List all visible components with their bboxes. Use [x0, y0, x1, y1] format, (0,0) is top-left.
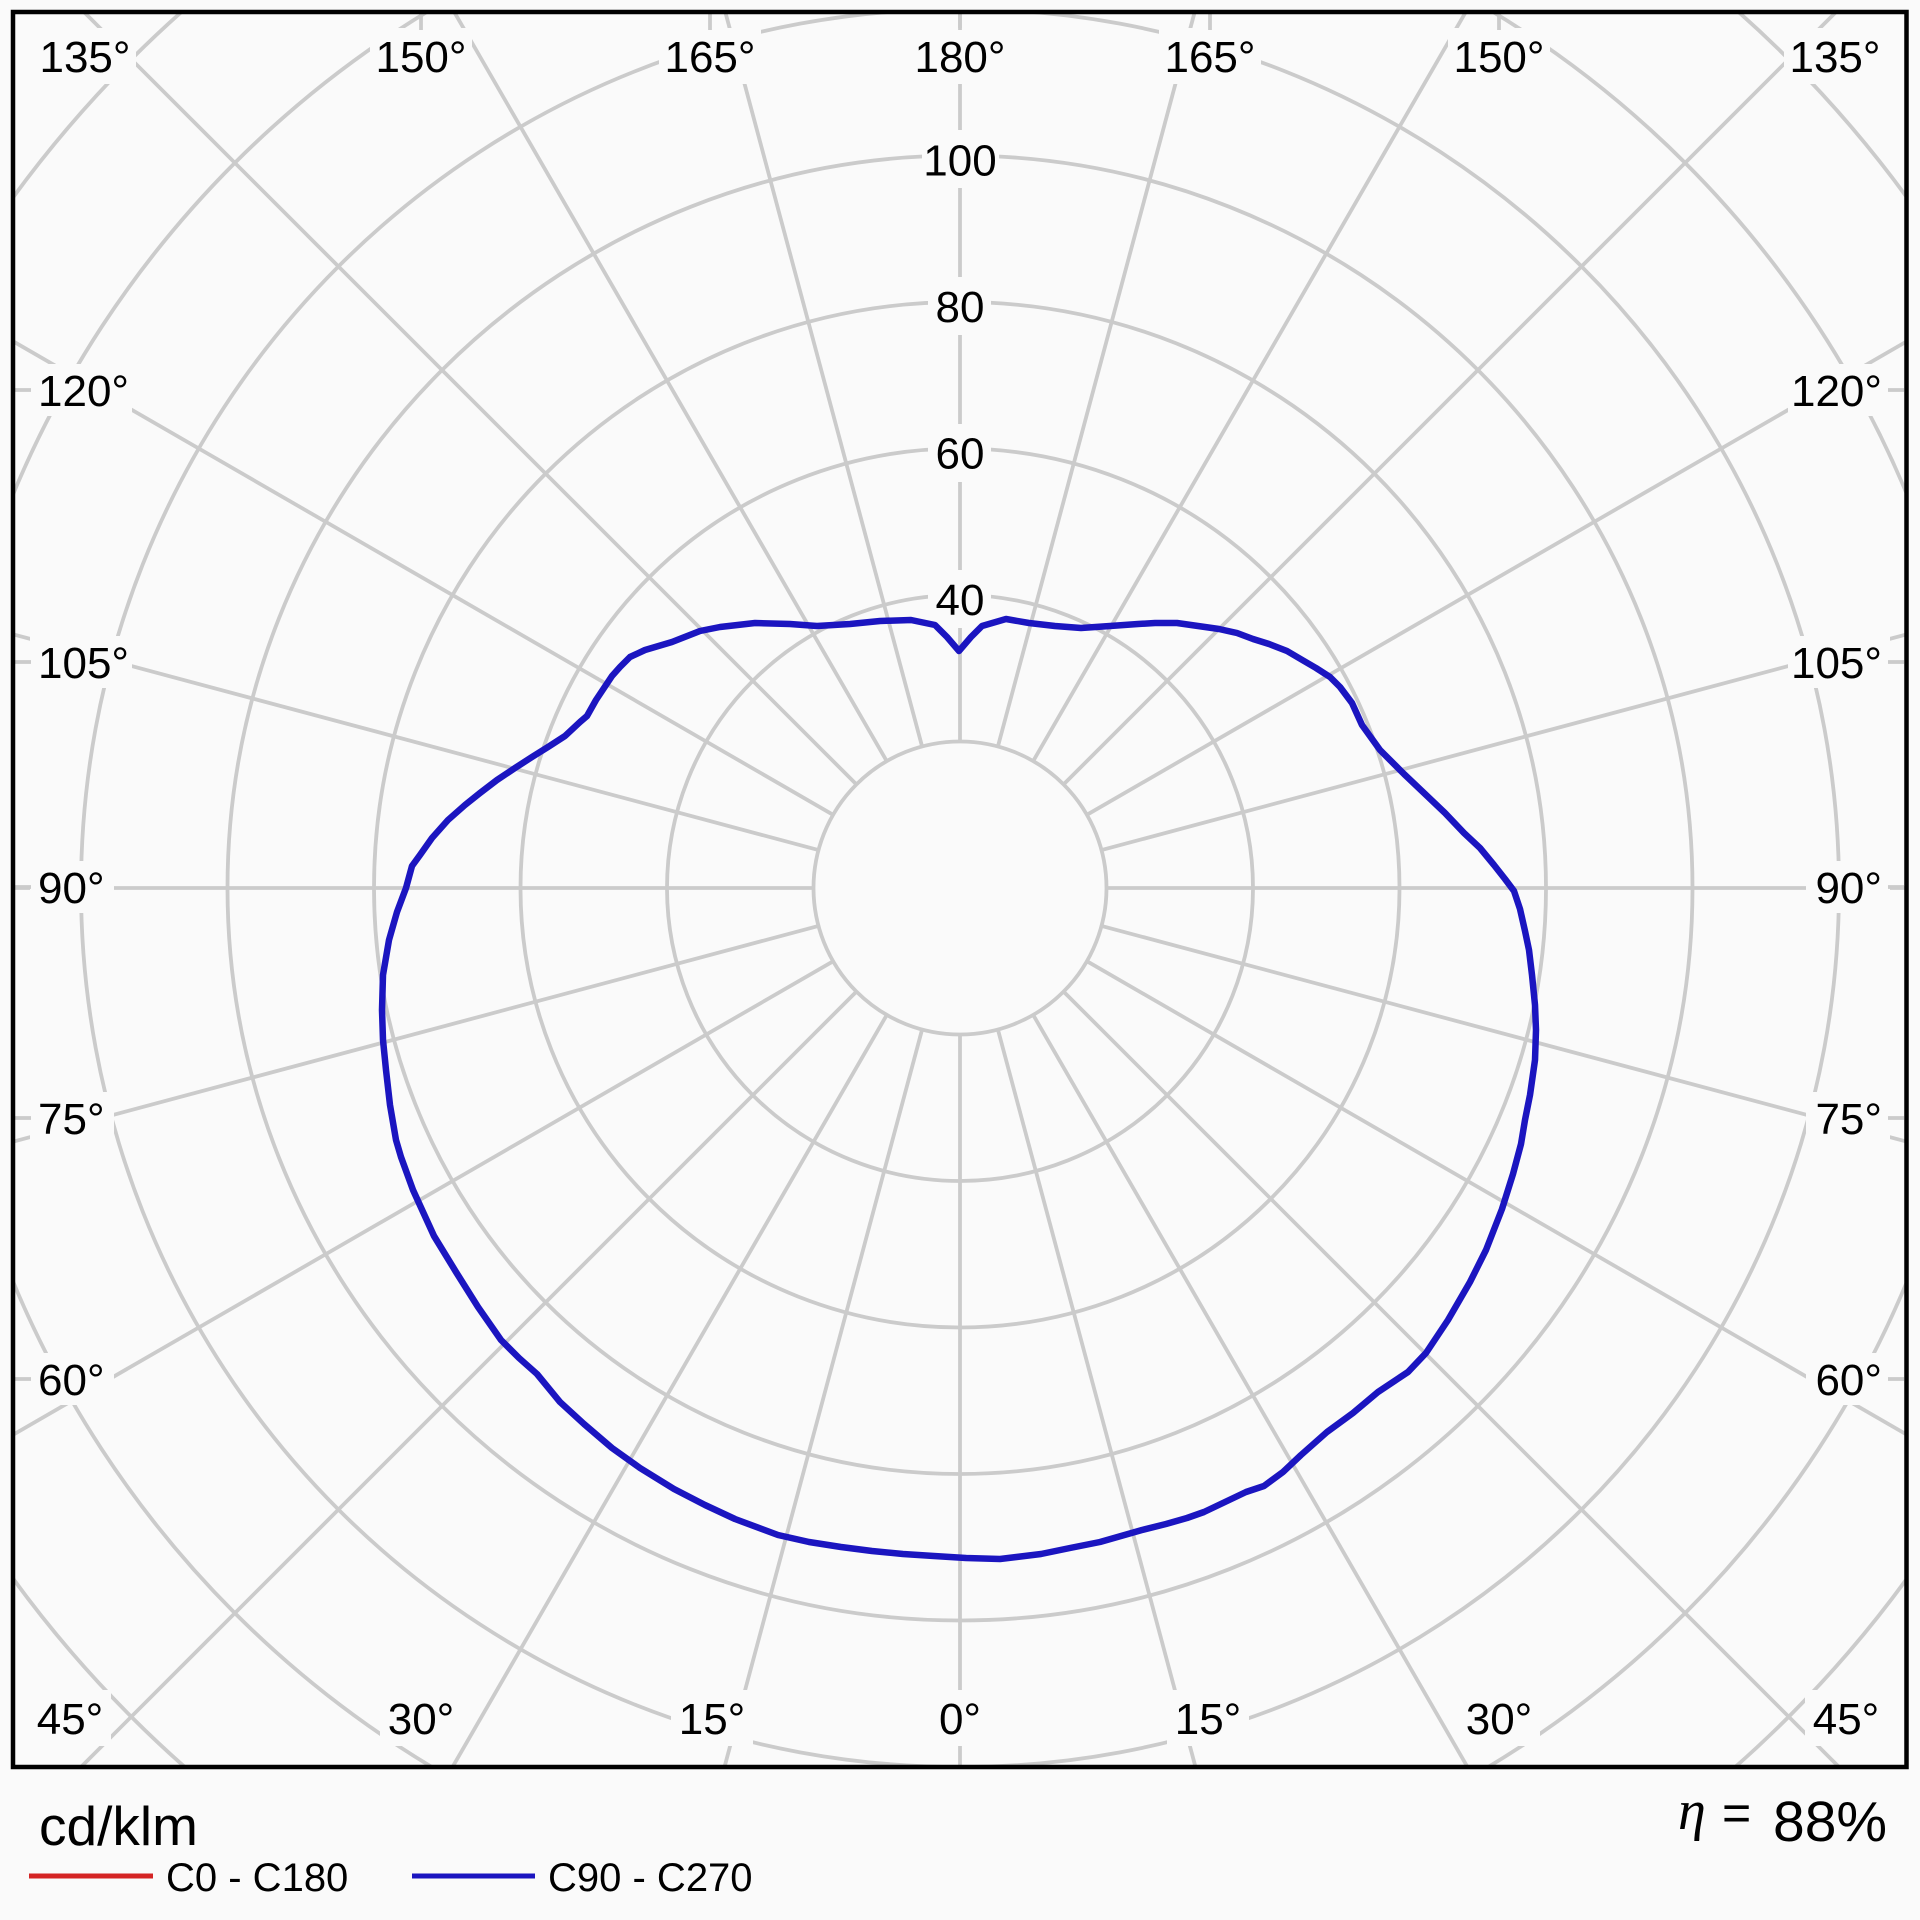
- svg-text:105°: 105°: [1791, 639, 1882, 688]
- svg-text:100: 100: [923, 137, 996, 186]
- svg-text:C90 - C270: C90 - C270: [548, 1856, 753, 1900]
- svg-text:135°: 135°: [1789, 33, 1880, 82]
- svg-text:30°: 30°: [1466, 1695, 1533, 1744]
- svg-text:15°: 15°: [1175, 1695, 1242, 1744]
- svg-text:88%: 88%: [1773, 1790, 1887, 1854]
- svg-text:165°: 165°: [664, 33, 755, 82]
- svg-text:η: η: [1678, 1780, 1706, 1842]
- svg-text:165°: 165°: [1164, 33, 1255, 82]
- svg-text:60°: 60°: [38, 1356, 105, 1405]
- svg-text:60: 60: [936, 430, 985, 479]
- svg-text:135°: 135°: [39, 33, 130, 82]
- svg-text:75°: 75°: [38, 1095, 105, 1144]
- svg-text:80: 80: [936, 283, 985, 332]
- svg-text:45°: 45°: [37, 1695, 104, 1744]
- svg-text:90°: 90°: [38, 864, 105, 913]
- svg-text:120°: 120°: [1791, 367, 1882, 416]
- svg-text:30°: 30°: [388, 1695, 455, 1744]
- svg-text:150°: 150°: [375, 33, 466, 82]
- svg-text:105°: 105°: [38, 639, 129, 688]
- svg-text:45°: 45°: [1813, 1695, 1880, 1744]
- svg-text:75°: 75°: [1815, 1095, 1882, 1144]
- svg-text:15°: 15°: [679, 1695, 746, 1744]
- svg-text:150°: 150°: [1453, 33, 1544, 82]
- svg-text:0°: 0°: [939, 1695, 981, 1744]
- svg-text:180°: 180°: [914, 33, 1005, 82]
- svg-text:120°: 120°: [38, 367, 129, 416]
- svg-text:=: =: [1722, 1785, 1751, 1841]
- svg-text:40: 40: [936, 576, 985, 625]
- svg-text:60°: 60°: [1815, 1356, 1882, 1405]
- svg-text:C0 - C180: C0 - C180: [166, 1856, 348, 1900]
- svg-text:cd/klm: cd/klm: [39, 1795, 198, 1857]
- svg-text:90°: 90°: [1815, 864, 1882, 913]
